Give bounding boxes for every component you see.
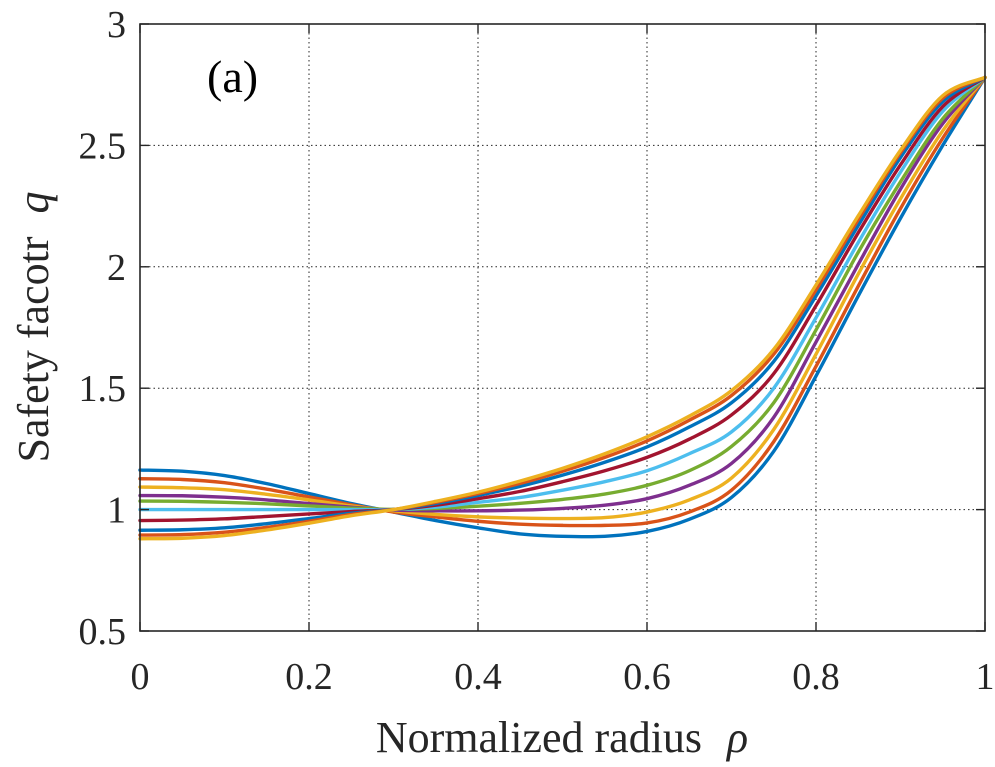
y-tick-label: 2 [107,247,126,289]
series-line-5 [138,75,987,512]
x-axis-label: Normalized radius ρ [376,713,748,762]
axis-ticks [139,23,986,632]
series-line-7 [138,75,987,523]
series-line-2 [138,75,987,528]
series-line-9 [138,75,987,537]
series-line-10 [138,75,987,541]
series-line-1 [138,75,987,539]
x-tick-labels: 0 0.2 0.4 0.6 0.8 1 [131,656,995,698]
y-tick-label: 0.5 [79,611,127,653]
y-tick-label: 1.5 [79,368,127,410]
series-lines [138,75,987,541]
y-axis-label: Safety facotr q [9,192,58,463]
y-tick-label: 2.5 [79,125,127,167]
y-axis-label-symbol: q [9,192,58,214]
x-tick-label: 0.4 [454,656,502,698]
series-line-3 [138,75,987,521]
y-axis-label-text: Safety facotr [9,236,58,462]
y-tick-label: 3 [107,4,126,46]
plot-frame [139,23,986,632]
x-tick-label: 0.2 [285,656,333,698]
x-tick-label: 0.8 [792,656,840,698]
series-line-4 [138,75,987,513]
y-tick-label: 1 [107,490,126,532]
panel-label: (a) [207,51,258,102]
x-tick-label: 0.6 [623,656,671,698]
series-line-8 [138,75,987,532]
x-axis-label-symbol: ρ [725,713,748,762]
y-tick-labels: 0.5 1 1.5 2 2.5 3 [79,4,127,653]
series-line-6 [138,75,987,512]
x-tick-label: 1 [976,656,995,698]
x-tick-label: 0 [131,656,150,698]
x-axis-label-text: Normalized radius [376,713,702,762]
